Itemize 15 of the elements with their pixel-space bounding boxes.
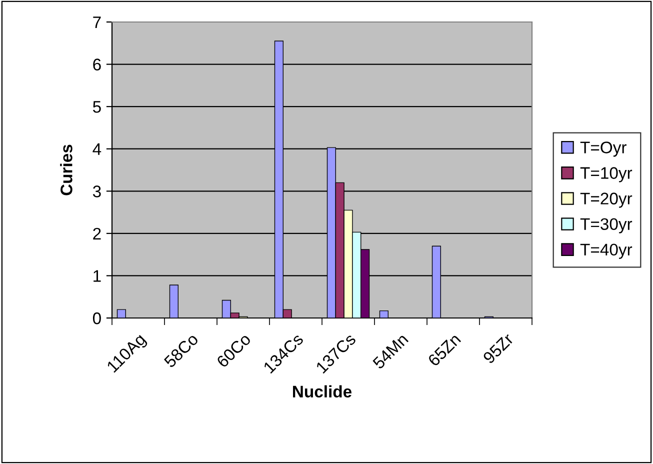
y-tick-label: 2 <box>93 228 101 240</box>
x-axis-title: Nuclide <box>293 385 352 398</box>
legend-label: T=10yr <box>580 167 632 182</box>
legend-label: T=Oyr <box>580 142 626 157</box>
legend-label: T=40yr <box>580 244 632 259</box>
y-tick-label: 1 <box>94 270 101 282</box>
y-tick-label: 7 <box>93 16 101 28</box>
legend-label: T=30yr <box>580 218 632 234</box>
legend-label: T=20yr <box>580 192 632 208</box>
y-axis-title: Curies <box>60 144 72 196</box>
y-tick-label: 3 <box>92 186 101 198</box>
y-tick-label: 0 <box>92 312 101 324</box>
y-tick-label: 5 <box>92 101 101 113</box>
y-tick-label: 6 <box>93 58 101 70</box>
y-tick-label: 4 <box>92 143 102 155</box>
